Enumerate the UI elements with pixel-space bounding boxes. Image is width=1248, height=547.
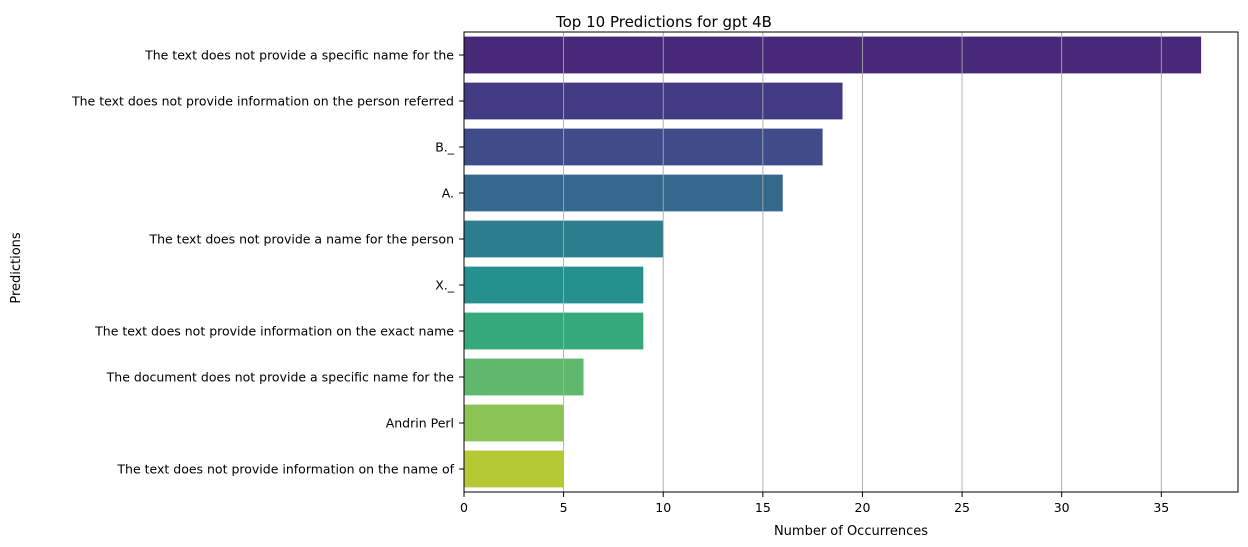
y-axis-ticks: The text does not provide a specific nam… [71,48,464,477]
x-tick-label-1: 5 [560,500,568,515]
y-axis-label: Predictions [9,232,24,304]
bar-5 [464,266,644,304]
x-tick-label-3: 15 [755,500,771,515]
bars [464,36,1202,488]
category-label-8: Andrin Perl [386,416,454,431]
x-tick-label-4: 20 [855,500,871,515]
bar-0 [464,36,1202,74]
category-label-9: The text does not provide information on… [116,462,454,477]
x-tick-label-2: 10 [655,500,671,515]
category-label-2: B._ [435,140,455,155]
bar-6 [464,312,644,350]
category-label-4: The text does not provide a name for the… [148,232,454,247]
x-tick-label-0: 0 [460,500,468,515]
bar-8 [464,404,564,442]
x-tick-label-6: 30 [1054,500,1070,515]
x-tick-label-5: 25 [954,500,970,515]
x-axis-ticks: 0 5 10 15 20 25 30 35 [460,492,1169,515]
category-label-0: The text does not provide a specific nam… [144,48,454,63]
bar-2 [464,128,823,166]
category-label-7: The document does not provide a specific… [106,370,455,385]
plot-border [463,31,1239,493]
x-tick-label-7: 35 [1153,500,1169,515]
category-label-6: The text does not provide information on… [94,324,454,339]
category-label-1: The text does not provide information on… [71,94,454,109]
x-axis-label: Number of Occurrences [774,524,928,539]
bar-3 [464,174,783,212]
bar-9 [464,450,564,488]
bar-7 [464,358,584,396]
chart-title: Top 10 Predictions for gpt 4B [555,13,772,31]
category-label-3: A. [442,186,454,201]
category-label-5: X._ [435,278,455,293]
plot-frame [463,31,1239,493]
bar-1 [464,82,843,120]
